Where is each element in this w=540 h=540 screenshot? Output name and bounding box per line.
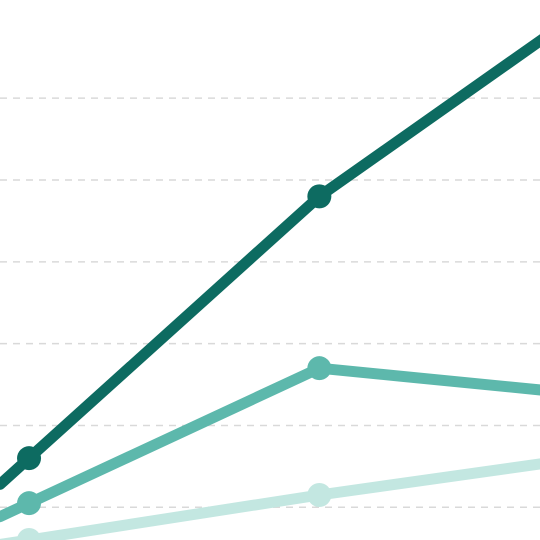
- series-1-line: [0, 34, 540, 490]
- series-1: [0, 34, 540, 490]
- series-1-point-1: [17, 446, 42, 471]
- series-3-point-1: [17, 528, 42, 540]
- series-1-point-2: [307, 184, 332, 209]
- series-2-point-1: [17, 491, 42, 516]
- series-3: [0, 458, 540, 540]
- series-2-point-2: [307, 356, 332, 381]
- series-3-line: [0, 458, 540, 540]
- series-3-point-2: [307, 483, 332, 507]
- series-2-line: [0, 362, 540, 523]
- series-2: [0, 356, 540, 523]
